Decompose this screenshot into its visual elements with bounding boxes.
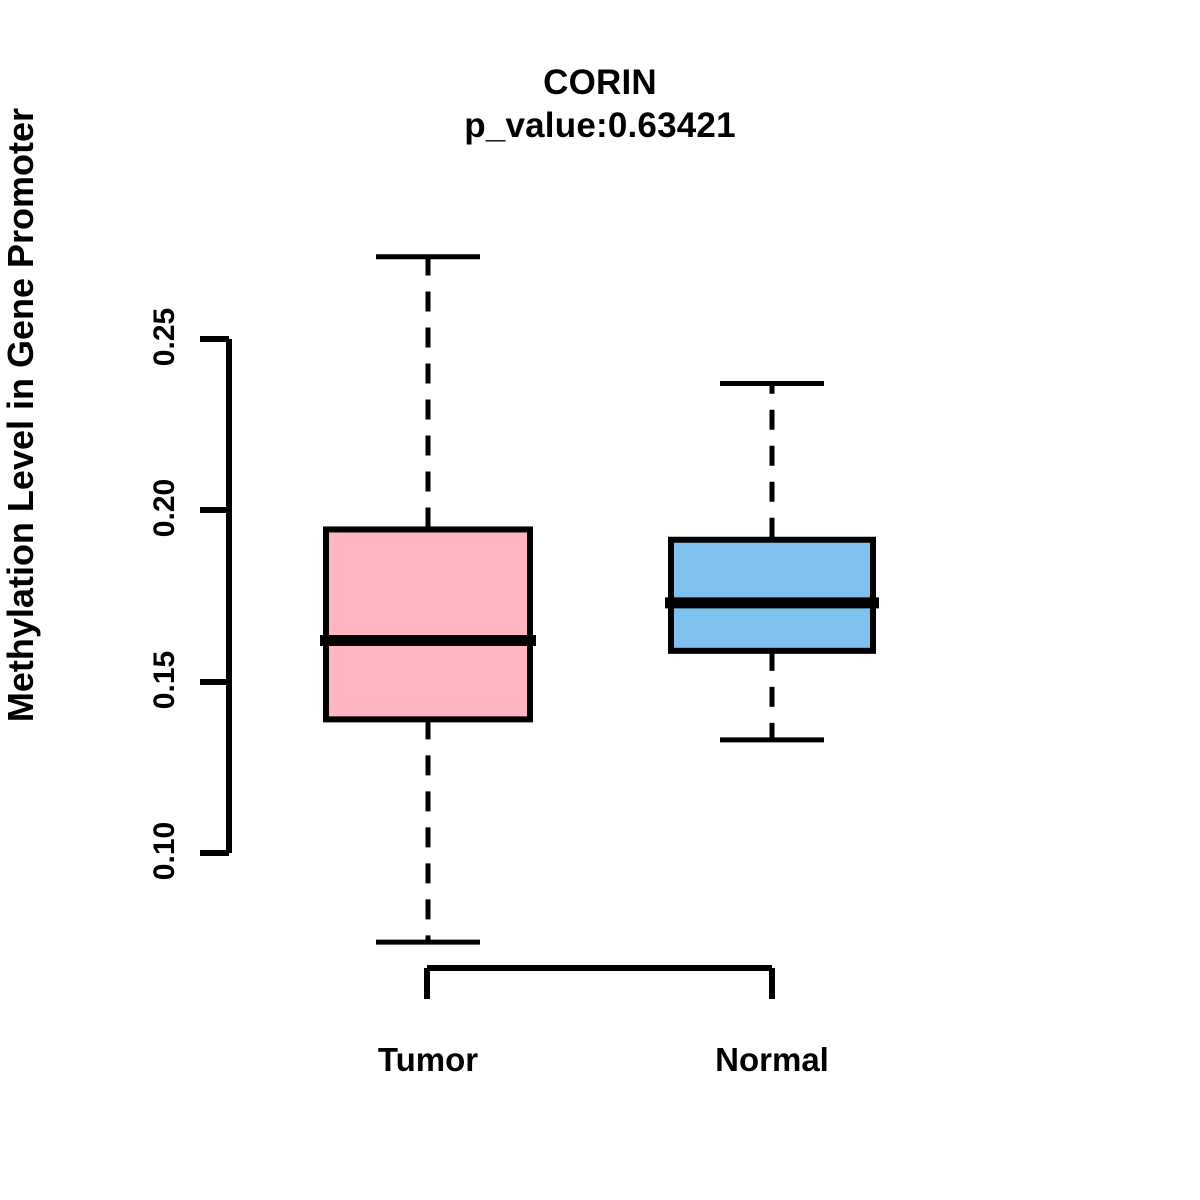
box-normal bbox=[665, 381, 879, 743]
y-tick-label-0.15: 0.15 bbox=[148, 650, 181, 710]
x-tick-label-normal: Normal bbox=[715, 1041, 829, 1078]
y-tick-label-0.10: 0.10 bbox=[148, 821, 181, 881]
box-tumor bbox=[320, 254, 536, 945]
x-axis bbox=[424, 965, 775, 999]
x-tick-label-tumor: Tumor bbox=[377, 1041, 479, 1078]
box-body-normal bbox=[668, 536, 876, 654]
chart-subtitle-pvalue: p_value:0.63421 bbox=[464, 105, 736, 145]
chart-title: CORIN bbox=[543, 63, 657, 102]
y-tick-label-0.25: 0.25 bbox=[148, 307, 181, 367]
chart-title-block: CORIN p_value:0.63421 bbox=[0, 62, 1200, 147]
y-axis bbox=[200, 336, 232, 856]
y-tick-label-0.20: 0.20 bbox=[148, 478, 181, 538]
box-body-tumor bbox=[323, 526, 533, 723]
